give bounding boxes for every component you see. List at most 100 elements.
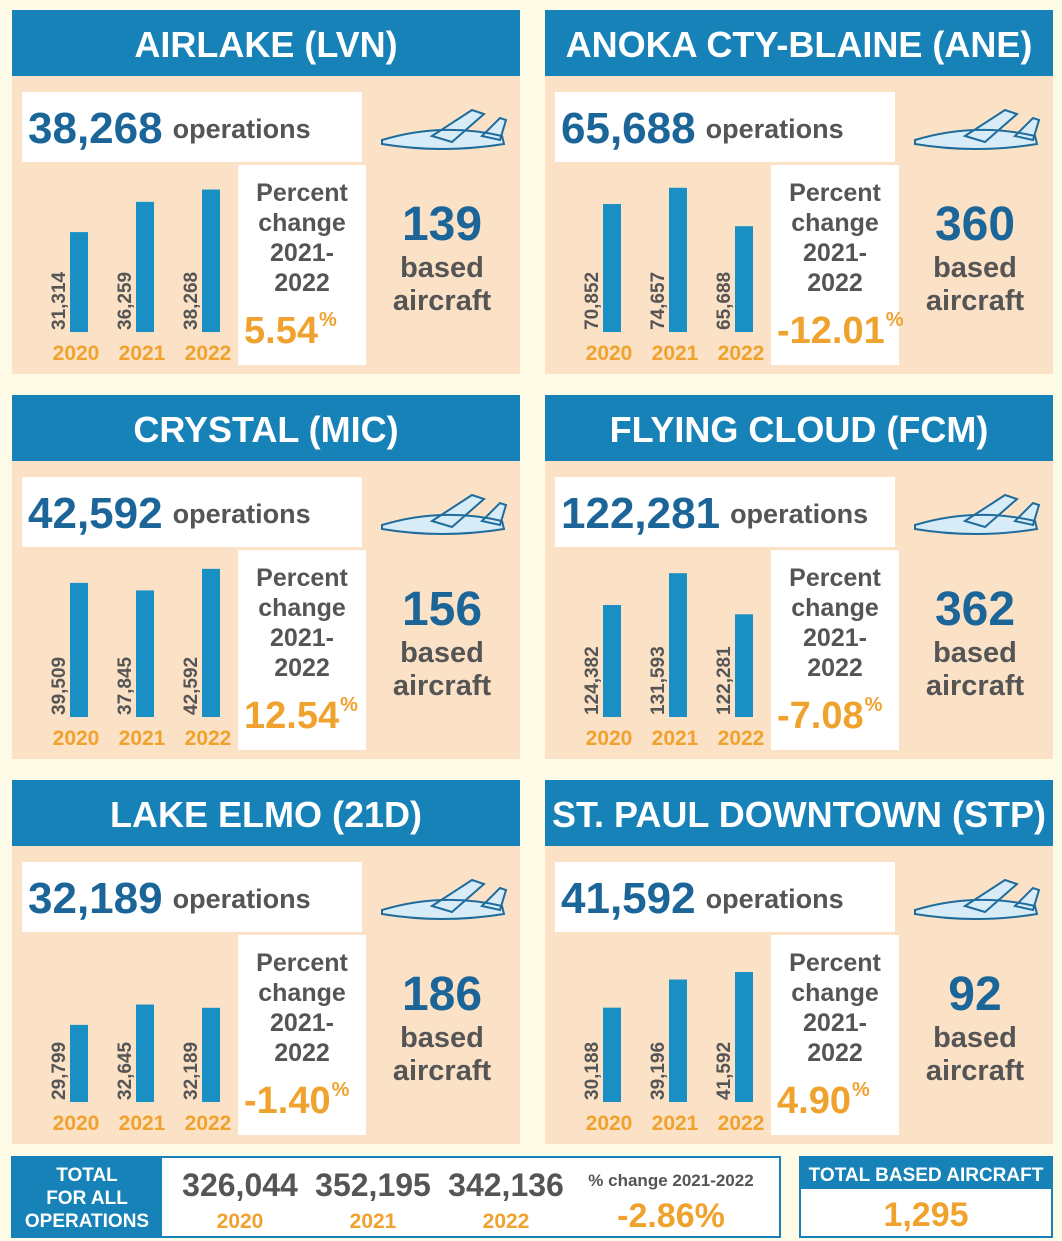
change-label: change xyxy=(791,209,879,237)
total-operations: 326,044 xyxy=(182,1167,298,1203)
total-year: 2021 xyxy=(350,1210,397,1233)
bar xyxy=(136,1005,154,1102)
bar xyxy=(136,202,154,332)
change-label: change xyxy=(258,594,346,622)
year-label: 2020 xyxy=(53,1112,100,1135)
based-total: 1,295 xyxy=(883,1196,968,1234)
based-label: aircraft xyxy=(926,1055,1025,1087)
change-label: 2021- xyxy=(803,239,867,267)
bar-value-label: 36,259 xyxy=(115,272,136,330)
total-change-label: % change 2021-2022 xyxy=(588,1171,753,1190)
year-label: 2021 xyxy=(652,1112,699,1135)
bar-value-label: 122,281 xyxy=(714,646,735,715)
year-label: 2022 xyxy=(185,342,232,365)
operations-label: operations xyxy=(706,114,844,144)
year-label: 2020 xyxy=(586,342,633,365)
based-count: 92 xyxy=(948,968,1001,1021)
percent-change: -1.40 xyxy=(244,1080,331,1122)
based-label: aircraft xyxy=(393,285,492,317)
percent-sign: % xyxy=(886,309,904,331)
based-count: 186 xyxy=(402,968,482,1021)
bar-value-label: 124,382 xyxy=(582,646,603,715)
change-label: 2022 xyxy=(274,654,330,682)
operations-count: 38,268 xyxy=(28,104,163,153)
year-label: 2022 xyxy=(718,342,765,365)
change-label: 2021- xyxy=(270,239,334,267)
year-label: 2021 xyxy=(119,342,166,365)
bar xyxy=(603,605,621,717)
change-label: 2022 xyxy=(807,654,863,682)
bar xyxy=(735,972,753,1102)
based-label: aircraft xyxy=(926,670,1025,702)
change-label: change xyxy=(258,209,346,237)
year-label: 2021 xyxy=(119,727,166,750)
based-label: based xyxy=(400,1022,484,1054)
panel-title: ANOKA CTY-BLAINE (ANE) xyxy=(566,24,1033,65)
infographic: AIRLAKE (LVN)38,268operations31,31420203… xyxy=(0,0,1062,1241)
year-label: 2021 xyxy=(119,1112,166,1135)
operations-label: operations xyxy=(173,499,311,529)
change-label: Percent xyxy=(789,179,881,207)
operations-label: operations xyxy=(173,114,311,144)
change-label: 2021- xyxy=(270,624,334,652)
bar-value-label: 70,852 xyxy=(582,272,603,330)
bar xyxy=(70,1025,88,1102)
bar-value-label: 41,592 xyxy=(714,1042,735,1100)
bar-value-label: 29,799 xyxy=(49,1042,70,1100)
year-label: 2022 xyxy=(185,1112,232,1135)
year-label: 2020 xyxy=(586,727,633,750)
totals-label: OPERATIONS xyxy=(25,1211,149,1232)
year-label: 2022 xyxy=(718,727,765,750)
bar-value-label: 32,645 xyxy=(115,1041,136,1100)
percent-sign: % xyxy=(340,694,358,716)
bar xyxy=(70,583,88,717)
change-label: 2021- xyxy=(270,1009,334,1037)
bar xyxy=(202,1008,220,1102)
percent-sign: % xyxy=(319,309,337,331)
bar-value-label: 131,593 xyxy=(648,646,669,715)
based-label: aircraft xyxy=(926,285,1025,317)
change-label: 2022 xyxy=(274,1039,330,1067)
panel-title: ST. PAUL DOWNTOWN (STP) xyxy=(552,794,1046,835)
total-year: 2020 xyxy=(217,1210,264,1233)
bar xyxy=(202,190,220,332)
airport-panel: ST. PAUL DOWNTOWN (STP) 41,592 operations 3… xyxy=(545,780,1053,1144)
total-year: 2022 xyxy=(483,1210,530,1233)
based-label: aircraft xyxy=(393,670,492,702)
change-label: change xyxy=(791,594,879,622)
percent-sign: % xyxy=(865,694,883,716)
bar xyxy=(669,188,687,332)
operations-count: 122,281 xyxy=(561,489,720,538)
bar-value-label: 30,188 xyxy=(582,1042,603,1100)
airport-panel: ANOKA CTY-BLAINE (ANE)65,688operations70… xyxy=(545,10,1053,374)
year-label: 2020 xyxy=(53,342,100,365)
total-operations: 342,136 xyxy=(448,1167,564,1203)
total-change: -2.86% xyxy=(617,1197,725,1235)
bar xyxy=(603,1008,621,1102)
bar-value-label: 39,509 xyxy=(49,657,70,715)
bar-value-label: 31,314 xyxy=(49,271,70,330)
change-label: Percent xyxy=(256,564,348,592)
bar xyxy=(735,614,753,717)
based-label: based xyxy=(933,1022,1017,1054)
year-label: 2021 xyxy=(652,727,699,750)
based-label: based xyxy=(933,637,1017,669)
operations-label: operations xyxy=(173,884,311,914)
percent-change: 4.90 xyxy=(777,1080,851,1122)
bar-value-label: 37,845 xyxy=(115,656,136,715)
bar xyxy=(136,590,154,717)
percent-change: 5.54 xyxy=(244,310,318,352)
year-label: 2020 xyxy=(586,1112,633,1135)
operations-label: operations xyxy=(706,884,844,914)
operations-count: 41,592 xyxy=(561,874,696,923)
based-label: aircraft xyxy=(393,1055,492,1087)
panel-title: CRYSTAL (MIC) xyxy=(133,409,398,450)
year-label: 2020 xyxy=(53,727,100,750)
change-label: Percent xyxy=(789,564,881,592)
change-label: 2021- xyxy=(803,624,867,652)
change-label: Percent xyxy=(256,179,348,207)
based-label: based xyxy=(400,252,484,284)
change-label: 2022 xyxy=(274,269,330,297)
bar-value-label: 74,657 xyxy=(648,272,669,330)
